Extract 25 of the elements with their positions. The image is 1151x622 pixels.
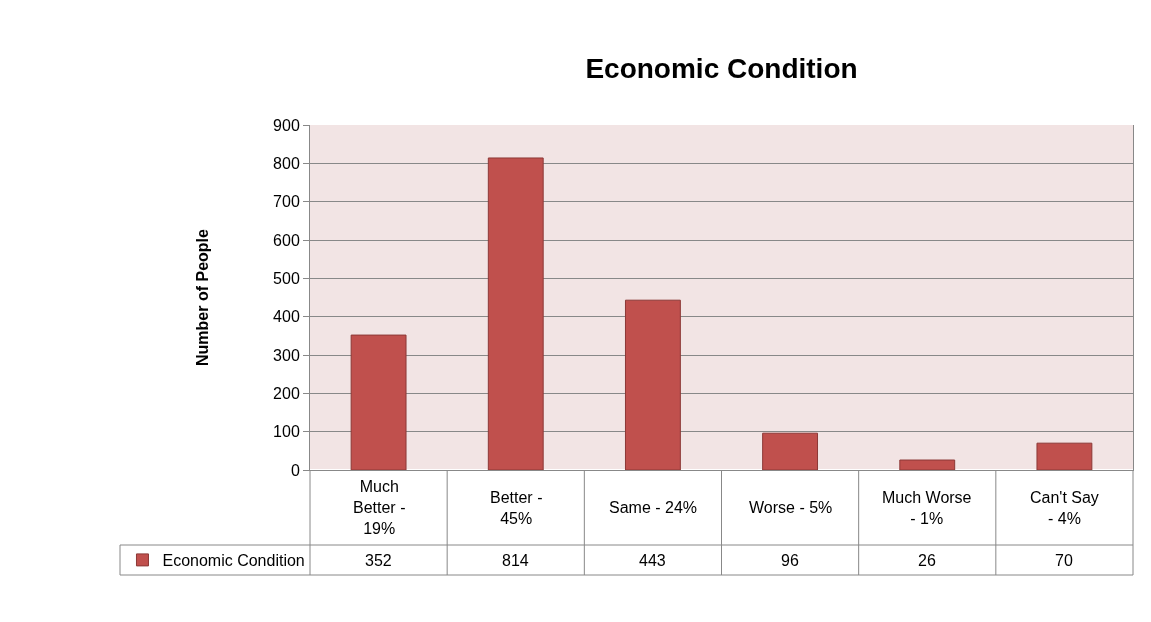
x-tick-label: Much Worse - 1%	[882, 489, 972, 527]
y-tick-label: 0	[290, 461, 300, 479]
y-tick-label: 400	[273, 308, 300, 326]
x-tick-label: Better - 45%	[490, 489, 543, 527]
y-tick-label: 600	[273, 231, 300, 249]
chart-title: Economic Condition	[585, 52, 858, 84]
y-axis-title: Number of People	[194, 228, 211, 366]
y-tick-label: 100	[273, 423, 300, 441]
x-tick-label: Same - 24%	[609, 499, 698, 516]
y-tick-label: 300	[273, 346, 300, 364]
y-tick-label: 800	[273, 154, 300, 172]
x-tick-label: Can't Say - 4%	[1030, 489, 1099, 527]
data-label: 70	[1055, 552, 1073, 569]
y-tick-label: 700	[273, 193, 300, 211]
y-tick-label: 900	[273, 116, 300, 134]
y-tick-label: 200	[273, 384, 300, 402]
data-label: 26	[918, 552, 936, 569]
data-label: 96	[781, 552, 799, 569]
x-tick-label: Worse - 5%	[749, 499, 833, 516]
data-label: 352	[365, 552, 392, 569]
x-tick-label: Much Better - 19%	[353, 478, 406, 537]
data-label: 443	[639, 552, 666, 569]
y-tick-label: 500	[273, 269, 300, 287]
data-label: 814	[502, 552, 529, 569]
legend-label: Economic Condition	[162, 552, 305, 570]
